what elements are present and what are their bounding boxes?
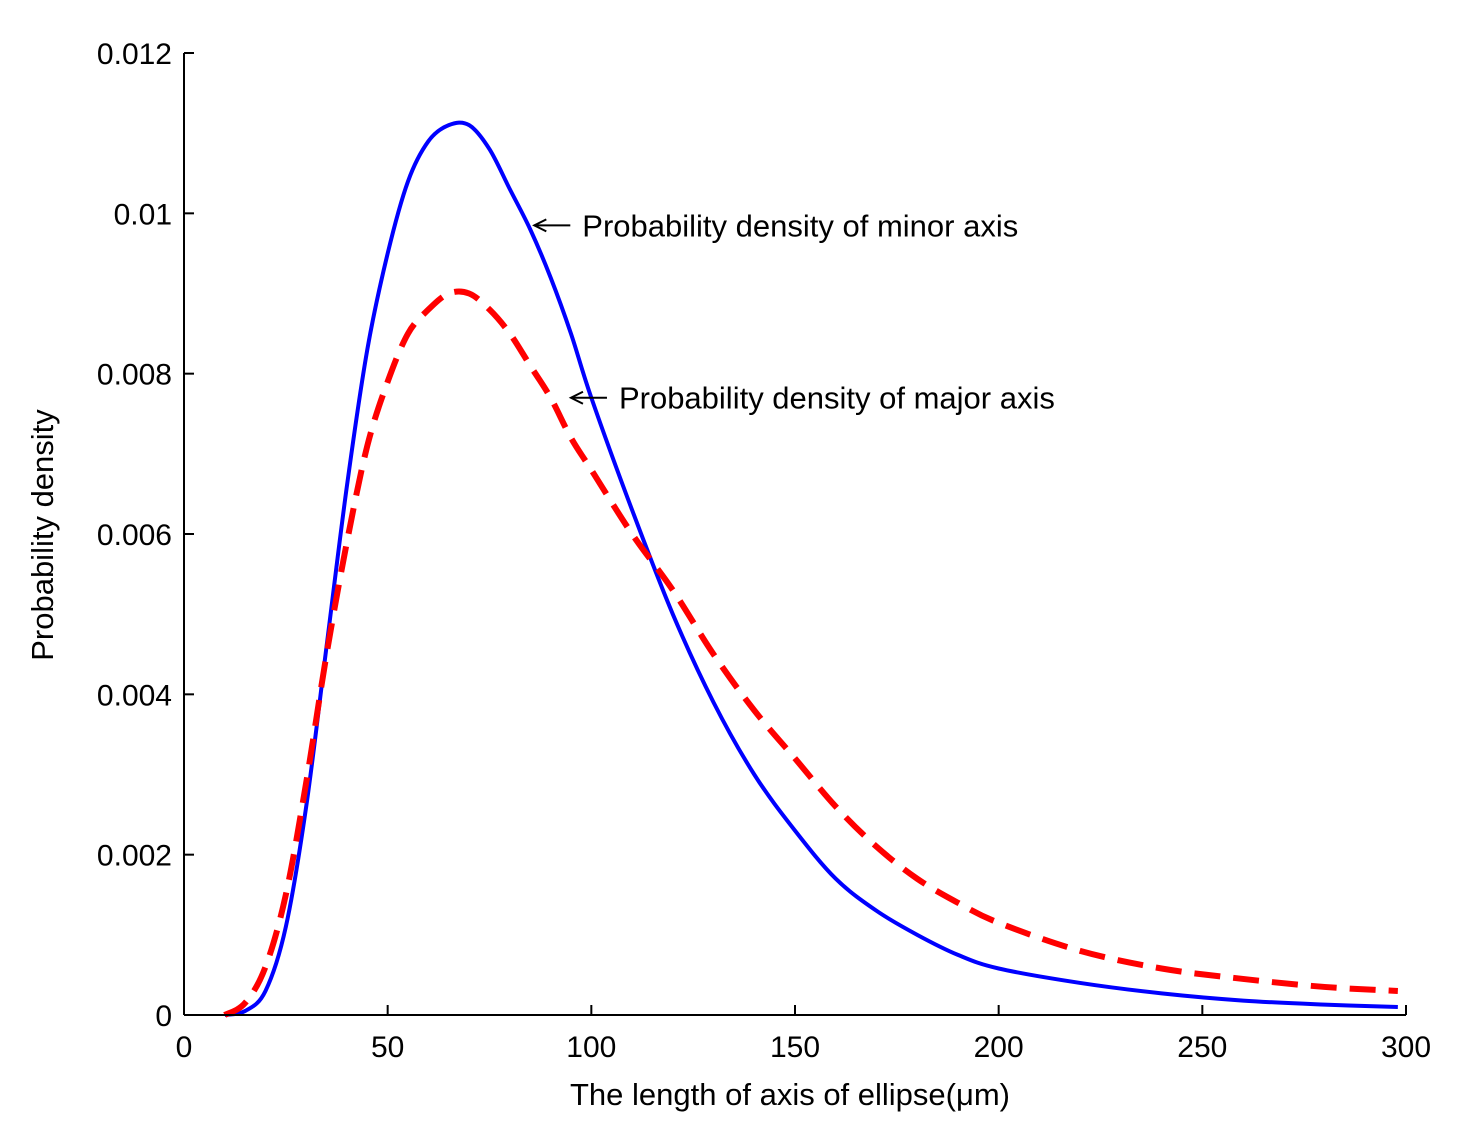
- y-tick-label: 0.002: [97, 840, 172, 873]
- y-tick-label: 0.008: [97, 359, 172, 392]
- x-tick-label: 200: [974, 1031, 1024, 1064]
- ticks-layer: 0 50 100 150 200 250 300 0 0.002 0.004 0.006 0.008 0…: [97, 38, 1431, 1064]
- x-axis-label: The length of axis of ellipse(μm): [570, 1077, 1010, 1112]
- x-tick-label: 0: [176, 1031, 193, 1064]
- series-line-major-axis: [223, 288, 1399, 1018]
- annotation-major-axis: Probability density of major axis: [619, 381, 1055, 416]
- y-tick-label: 0.012: [97, 38, 172, 71]
- annotation-layer: Probability density of minor axis Probabi…: [532, 208, 1055, 416]
- x-tick-label: 300: [1381, 1031, 1431, 1064]
- y-tick-label: 0.006: [97, 519, 172, 552]
- y-tick-label: 0.01: [114, 198, 172, 231]
- y-tick-label: 0.004: [97, 679, 172, 712]
- x-tick-label: 50: [371, 1031, 404, 1064]
- y-tick-label: 0: [155, 1000, 172, 1033]
- series-layer: [223, 120, 1399, 1018]
- annotation-arrow-head: [532, 218, 547, 233]
- x-tick-label: 100: [566, 1031, 616, 1064]
- annotation-minor-axis: Probability density of minor axis: [582, 208, 1018, 243]
- x-tick-label: 150: [770, 1031, 820, 1064]
- x-tick-label: 250: [1177, 1031, 1227, 1064]
- annotation-arrow-head: [568, 390, 584, 405]
- y-axis-label: Probability density: [25, 409, 60, 661]
